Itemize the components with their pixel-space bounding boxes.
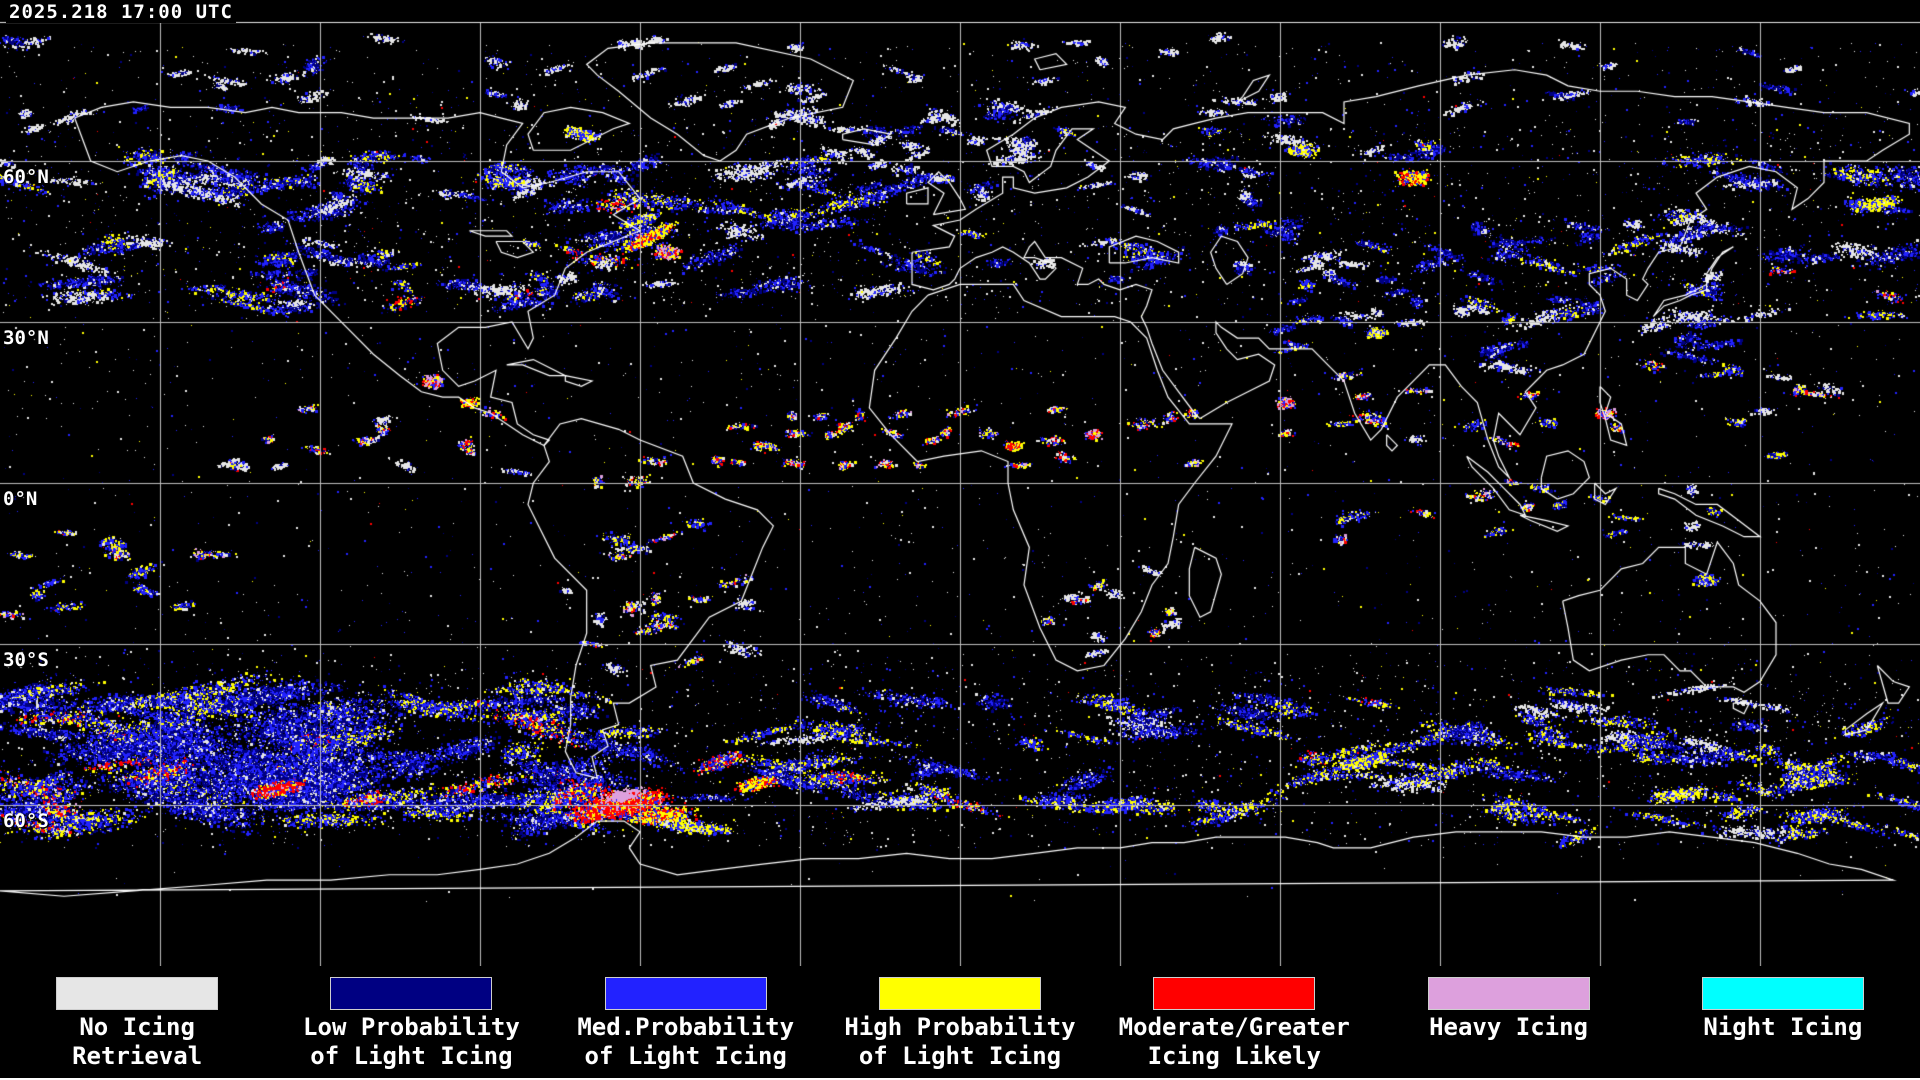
legend-label-heavy-icing: Heavy Icing <box>1429 1013 1588 1042</box>
legend-label-line1: High Probability <box>844 1013 1076 1041</box>
legend-swatch-heavy-icing <box>1427 977 1590 1010</box>
legend-label-med-prob: Med.Probability of Light Icing <box>577 1013 794 1071</box>
legend-item-low-prob: Low Probability of Light Icing <box>274 966 548 1078</box>
legend-swatch-low-prob <box>330 977 493 1010</box>
legend-label-low-prob: Low Probability of Light Icing <box>303 1013 520 1071</box>
world-map-canvas <box>0 0 1920 966</box>
legend-item-no-icing: No Icing Retrieval <box>0 966 274 1078</box>
legend-swatch-no-icing <box>56 977 219 1010</box>
legend-label-moderate-greater: Moderate/Greater Icing Likely <box>1119 1013 1350 1071</box>
legend-label-line2: Icing Likely <box>1147 1042 1321 1070</box>
legend-label-line2: Retrieval <box>72 1042 203 1070</box>
legend-label-line1: Moderate/Greater <box>1118 1013 1350 1041</box>
legend-bar: No Icing Retrieval Low Probability of Li… <box>0 966 1920 1078</box>
latitude-label-60n: 60°N <box>3 166 49 188</box>
legend-label-line1: No Icing <box>79 1013 195 1041</box>
legend-label-line1: Night Icing <box>1703 1013 1863 1041</box>
legend-swatch-night-icing <box>1701 977 1864 1010</box>
legend-label-no-icing: No Icing Retrieval <box>72 1013 202 1071</box>
map-area: 2025.218 17:00 UTC 60°N 30°N 0°N 30°S 60… <box>0 0 1920 966</box>
legend-label-high-prob: High Probability of Light Icing <box>844 1013 1075 1071</box>
legend-item-moderate-greater: Moderate/Greater Icing Likely <box>1097 966 1371 1078</box>
latitude-label-30s: 30°S <box>3 649 49 671</box>
legend-label-line1: Med.Probability <box>577 1013 795 1041</box>
legend-label-line2: of Light Icing <box>584 1042 787 1070</box>
latitude-label-60s: 60°S <box>3 810 49 832</box>
legend-swatch-moderate-greater <box>1153 977 1316 1010</box>
legend-swatch-high-prob <box>878 977 1041 1010</box>
legend-item-med-prob: Med.Probability of Light Icing <box>549 966 823 1078</box>
legend-label-line2: of Light Icing <box>858 1042 1062 1070</box>
legend-label-line1: Low Probability <box>303 1013 520 1041</box>
legend-label-line2: of Light Icing <box>310 1042 513 1070</box>
latitude-label-30n: 30°N <box>3 327 49 349</box>
legend-item-night-icing: Night Icing <box>1646 966 1920 1078</box>
latitude-label-0n: 0°N <box>3 488 38 510</box>
legend-item-high-prob: High Probability of Light Icing <box>823 966 1097 1078</box>
timestamp-label: 2025.218 17:00 UTC <box>6 1 236 23</box>
legend-swatch-med-prob <box>604 977 767 1010</box>
legend-item-heavy-icing: Heavy Icing <box>1371 966 1645 1078</box>
bottom-border-line <box>0 1078 1920 1080</box>
legend-label-line1: Heavy Icing <box>1429 1013 1589 1041</box>
legend-label-night-icing: Night Icing <box>1703 1013 1862 1042</box>
